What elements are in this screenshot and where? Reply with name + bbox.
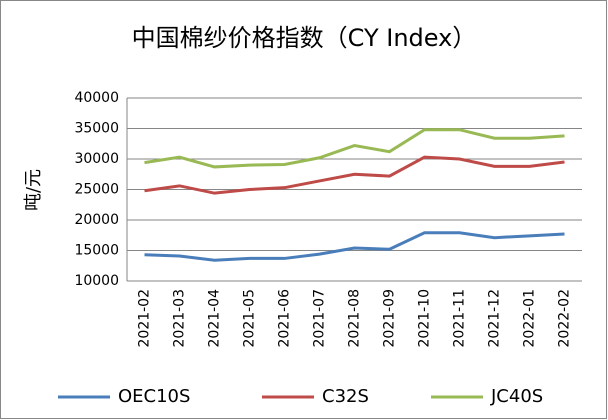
- y-tick-label: 10000: [74, 273, 119, 289]
- y-tick-label: 35000: [74, 121, 119, 137]
- x-tick-label: 2022-01: [522, 289, 538, 348]
- x-tick-label: 2021-05: [242, 289, 258, 348]
- x-tick-label: 2021-10: [417, 289, 433, 348]
- x-tick-label: 2021-02: [137, 289, 153, 348]
- y-tick-label: 40000: [74, 90, 119, 106]
- x-tick-label: 2021-12: [487, 289, 503, 348]
- x-tick-label: 2021-03: [172, 289, 188, 348]
- y-tick-label: 20000: [74, 212, 119, 228]
- legend-label: C32S: [322, 386, 369, 407]
- series-line: [144, 128, 565, 169]
- y-axis-label: 吨/元: [23, 169, 44, 211]
- legend-label: JC40S: [490, 386, 543, 407]
- y-tick-label: 30000: [74, 151, 119, 167]
- y-tick-label: 25000: [74, 182, 119, 198]
- series-line: [144, 231, 565, 262]
- x-tick-label: 2021-09: [382, 289, 398, 348]
- legend-label: OEC10S: [118, 386, 190, 407]
- chart-title: 中国棉纱价格指数（CY Index）: [132, 24, 477, 52]
- x-tick-label: 2022-02: [557, 289, 573, 348]
- x-tick-label: 2021-06: [277, 289, 293, 348]
- x-tick-label: 2021-07: [312, 289, 328, 348]
- x-tick-label: 2021-11: [452, 289, 468, 348]
- y-tick-label: 15000: [74, 243, 119, 259]
- x-tick-label: 2021-04: [207, 289, 223, 348]
- series-line: [144, 155, 565, 195]
- x-tick-label: 2021-08: [347, 289, 363, 348]
